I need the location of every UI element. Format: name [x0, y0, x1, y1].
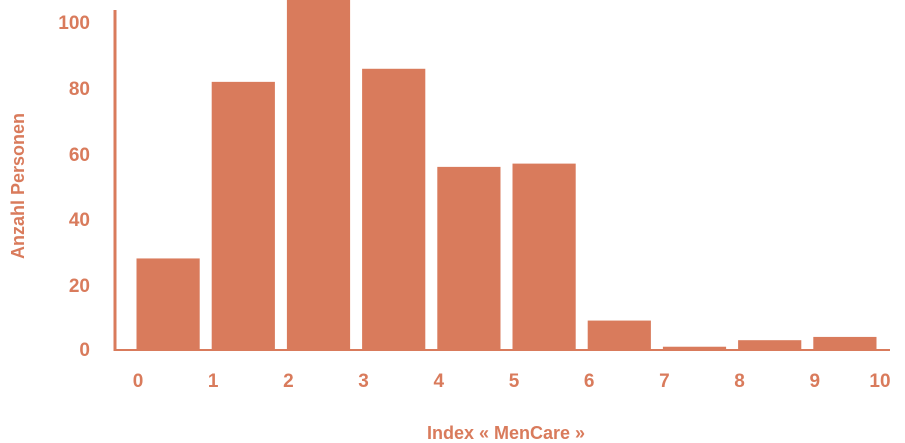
y-tick-label-80: 80 [69, 79, 90, 100]
bar-2 [286, 0, 351, 350]
x-tick-label-1: 1 [208, 371, 219, 392]
x-tick-label-8: 8 [734, 371, 745, 392]
bar-5 [512, 163, 576, 350]
y-tick-label-0: 0 [79, 340, 90, 361]
x-tick-label-3: 3 [358, 371, 369, 392]
bar-8 [738, 340, 802, 350]
x-axis-label: Index « MenCare » [427, 423, 585, 443]
bar-7 [662, 346, 727, 350]
y-tick-labels: 0 20 40 60 80 100 [58, 13, 90, 361]
y-axis-label: Anzahl Personen [8, 113, 28, 259]
y-tick-label-60: 60 [69, 145, 90, 166]
x-tick-label-10: 10 [869, 371, 890, 392]
x-tick-label-6: 6 [584, 371, 595, 392]
x-tick-label-2: 2 [283, 371, 294, 392]
y-tick-label-40: 40 [69, 210, 90, 231]
bar-4 [437, 166, 501, 350]
y-tick-label-100: 100 [58, 13, 90, 34]
bar-9 [813, 336, 877, 350]
bar-1 [211, 81, 275, 351]
bar-3 [362, 68, 426, 350]
x-tick-labels: 0 1 2 3 4 5 6 7 8 9 10 [133, 371, 891, 392]
bar-6 [587, 320, 651, 350]
x-tick-label-5: 5 [509, 371, 520, 392]
bar-0 [136, 258, 200, 350]
x-tick-label-9: 9 [810, 371, 821, 392]
x-tick-label-7: 7 [659, 371, 670, 392]
x-tick-label-4: 4 [434, 371, 445, 392]
x-tick-label-0: 0 [133, 371, 144, 392]
y-tick-label-20: 20 [69, 276, 90, 297]
bars-group [136, 0, 877, 351]
